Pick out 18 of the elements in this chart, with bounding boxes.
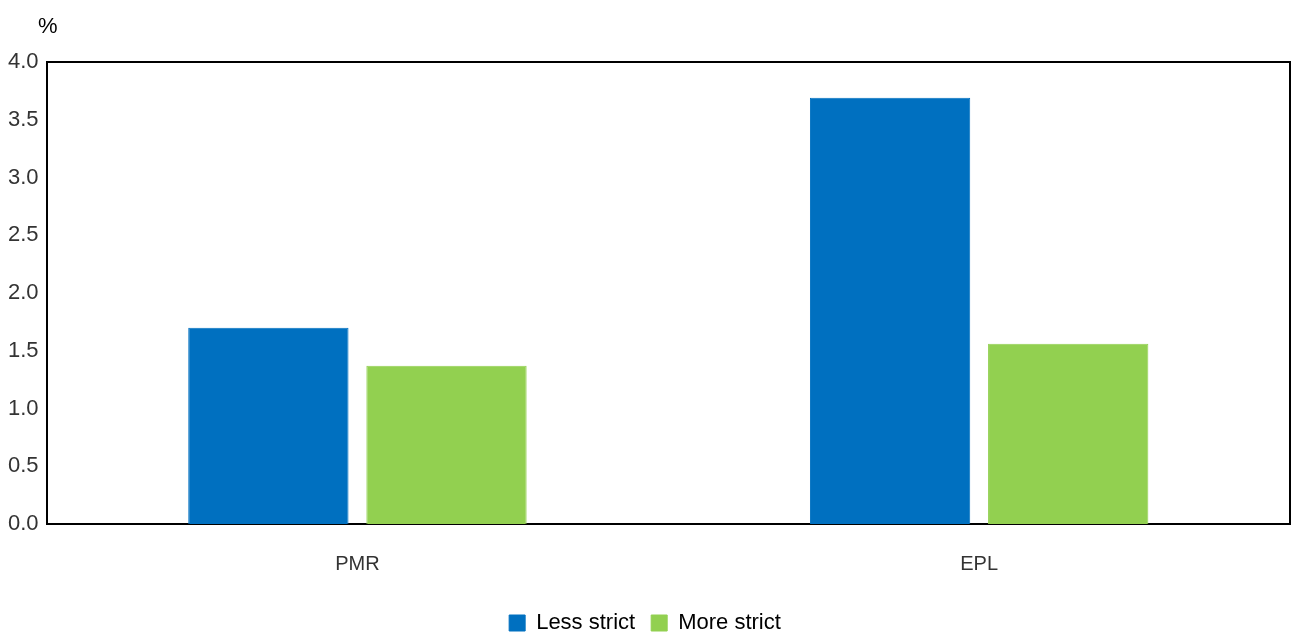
y-tick-label: 3.5	[7, 105, 39, 131]
bar	[366, 365, 527, 524]
legend-label: More strict	[678, 609, 781, 635]
y-tick-label: 0.5	[7, 452, 39, 478]
x-tick-label: PMR	[335, 551, 380, 574]
y-tick-label: 1.5	[7, 336, 39, 362]
y-tick-label: 2.5	[7, 221, 39, 247]
y-axis-title: %	[38, 13, 58, 39]
y-tick-label: 3.0	[7, 163, 39, 189]
y-tick-label: 0.0	[7, 510, 39, 536]
bar	[188, 327, 349, 524]
y-tick-label: 4.0	[7, 48, 39, 74]
legend-label: Less strict	[536, 609, 636, 635]
x-tick-label: EPL	[960, 551, 999, 574]
y-tick-label: 1.0	[7, 394, 39, 420]
y-tick-label: 2.0	[7, 279, 39, 305]
bar	[809, 97, 971, 524]
bar	[988, 343, 1149, 524]
